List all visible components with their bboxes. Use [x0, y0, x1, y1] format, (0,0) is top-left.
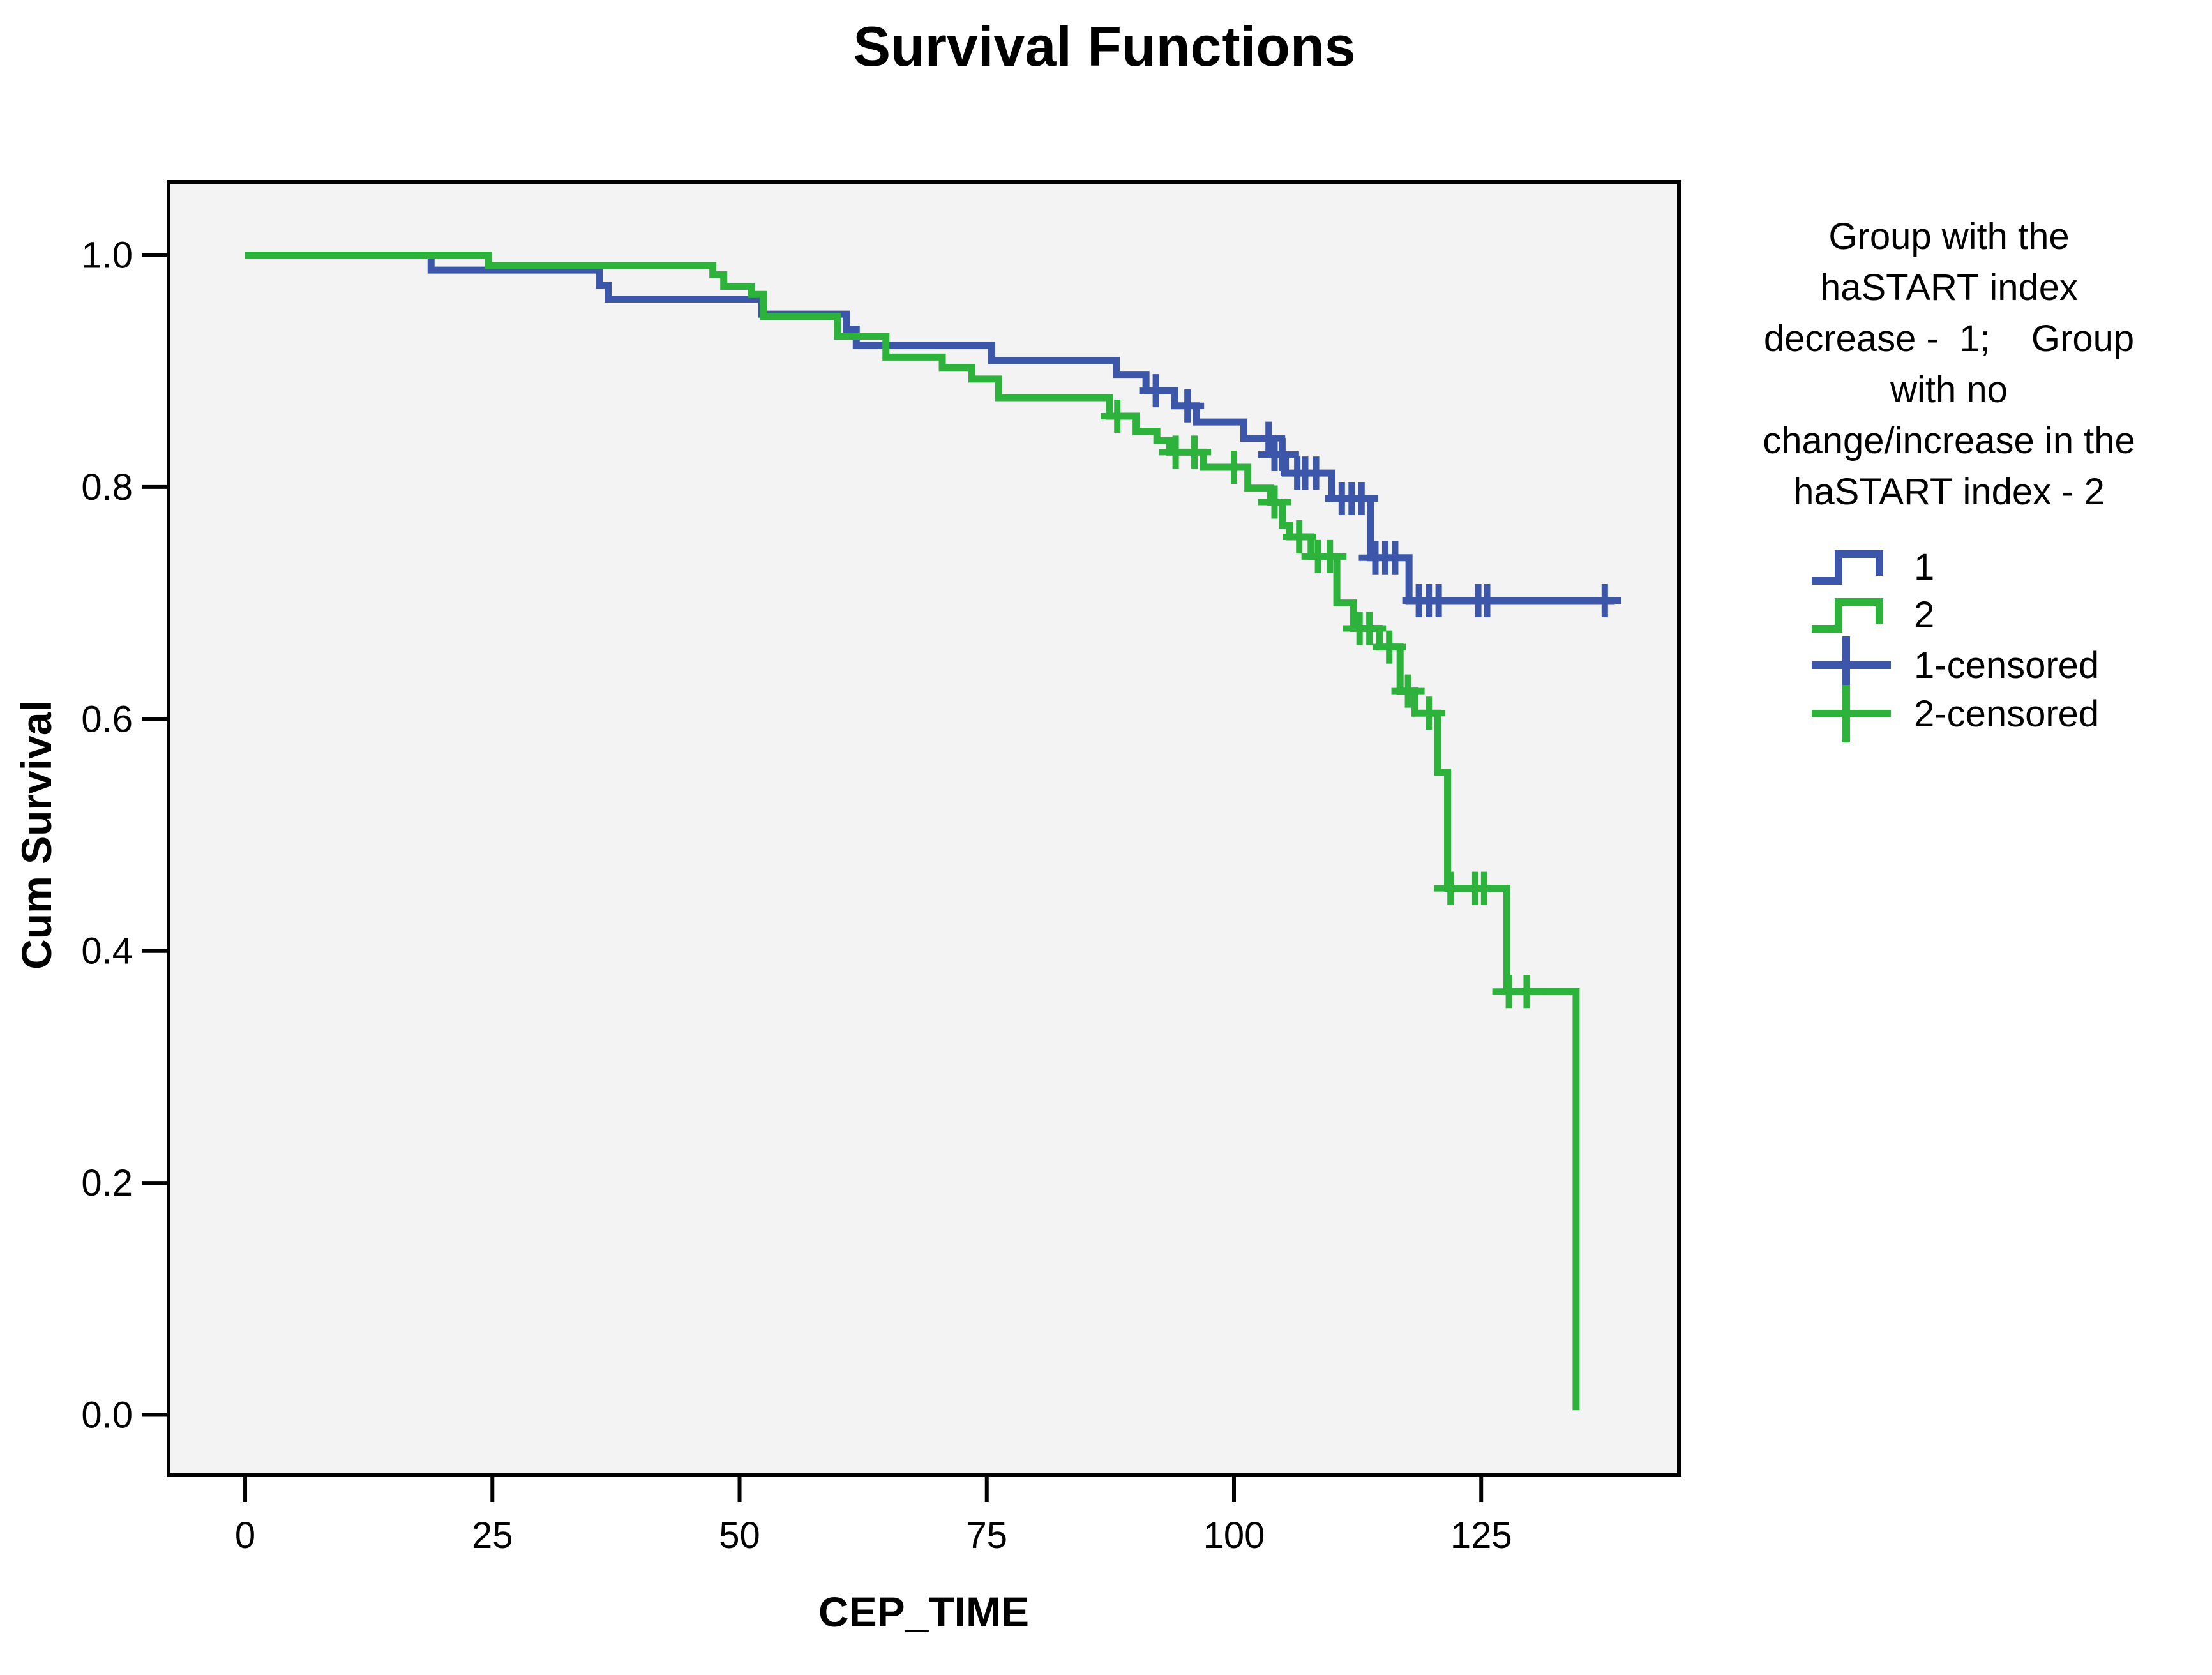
y-tick-label: 0.8 — [81, 467, 133, 508]
legend-title-line: change/increase in the — [1763, 420, 2135, 462]
legend-item-1: 1 — [1812, 546, 1934, 588]
legend-title: Group with the haSTART index decrease - 1;… — [1763, 216, 2135, 513]
legend-item-label: 1 — [1914, 546, 1934, 588]
y-tick-label: 0.4 — [81, 931, 133, 972]
y-axis-title: Cum Survival — [13, 700, 60, 970]
x-tick-label: 50 — [719, 1515, 760, 1556]
x-tick-label: 25 — [472, 1515, 513, 1556]
legend-item-2-censored: 2-censored — [1812, 685, 2099, 742]
x-tick-label: 75 — [966, 1515, 1007, 1556]
survival-curve-1 — [245, 251, 1615, 605]
x-axis-ticks: 0 25 50 75 100 125 — [235, 1475, 1512, 1556]
legend-item-1-censored: 1-censored — [1812, 636, 2099, 694]
x-tick-label: 125 — [1450, 1515, 1512, 1556]
survival-curves — [245, 251, 1621, 1411]
legend-item-label: 1-censored — [1914, 645, 2099, 686]
legend-step-icon — [1812, 598, 1883, 633]
legend: Group with the haSTART index decrease - 1;… — [1763, 216, 2135, 742]
y-tick-label: 0.0 — [81, 1395, 133, 1436]
y-tick-label: 0.2 — [81, 1162, 133, 1204]
plot-area — [167, 180, 1681, 1477]
chart-title: Survival Functions — [853, 15, 1355, 78]
curve-group-2 — [245, 251, 1580, 1411]
legend-title-line: haSTART index - 2 — [1793, 471, 2105, 513]
legend-item-label: 2-censored — [1914, 693, 2099, 735]
legend-title-line: decrease - 1; Group — [1764, 318, 2134, 359]
legend-step-icon — [1812, 550, 1883, 585]
x-tick-label: 0 — [235, 1515, 255, 1556]
legend-title-line: haSTART index — [1820, 267, 2078, 308]
legend-item-2: 2 — [1812, 594, 1934, 636]
legend-title-line: Group with the — [1828, 216, 2069, 257]
legend-item-label: 2 — [1914, 594, 1934, 636]
legend-title-line: with no — [1890, 369, 2008, 410]
y-axis-ticks: 0.0 0.2 0.4 0.6 0.8 1.0 — [81, 234, 169, 1436]
legend-items: 1 2 1-censored 2-censored — [1812, 546, 2099, 742]
x-tick-label: 100 — [1203, 1515, 1265, 1556]
x-axis-title: CEP_TIME — [818, 1588, 1029, 1635]
curve-group-1 — [245, 251, 1621, 617]
y-tick-label: 1.0 — [81, 234, 133, 276]
y-tick-label: 0.6 — [81, 698, 133, 740]
